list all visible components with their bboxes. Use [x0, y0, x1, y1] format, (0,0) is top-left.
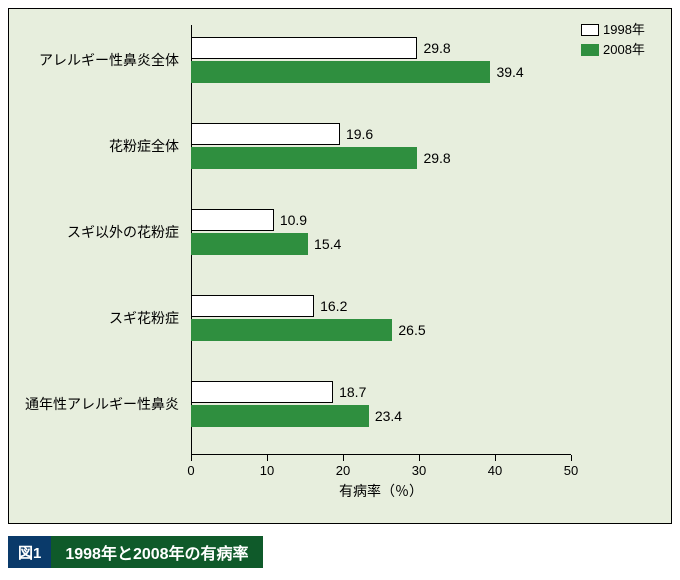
- x-axis: [191, 454, 571, 455]
- legend-swatch: [581, 44, 599, 56]
- category-label: スギ以外の花粉症: [67, 222, 179, 242]
- x-axis-title: 有病率（％）: [339, 481, 423, 501]
- value-label: 18.7: [339, 384, 366, 400]
- x-tick: [419, 455, 420, 461]
- bar: [191, 405, 369, 427]
- bar: [191, 123, 340, 145]
- category-label: 花粉症全体: [109, 136, 179, 156]
- legend-label: 1998年: [603, 21, 645, 39]
- value-label: 29.8: [423, 40, 450, 56]
- x-tick: [495, 455, 496, 461]
- x-tick-label: 50: [564, 463, 578, 478]
- plot-frame: 0 10 20 30 40 50 有病率（％） アレルギー性鼻炎全体 29.8 39.4 花粉症全体…: [8, 8, 672, 524]
- bar: [191, 37, 417, 59]
- x-tick: [571, 455, 572, 461]
- x-tick-label: 0: [187, 463, 194, 478]
- caption-tag-text: 図1: [18, 542, 41, 563]
- x-tick: [343, 455, 344, 461]
- bar: [191, 319, 392, 341]
- bar: [191, 381, 333, 403]
- value-label: 23.4: [375, 408, 402, 424]
- legend-item: 1998年: [581, 21, 645, 39]
- caption-title: 1998年と2008年の有病率: [51, 536, 262, 568]
- bar: [191, 295, 314, 317]
- caption-bar: 図1 1998年と2008年の有病率: [8, 536, 263, 568]
- caption-tag: 図1: [8, 536, 51, 568]
- category-label: スギ花粉症: [109, 308, 179, 328]
- x-tick: [267, 455, 268, 461]
- bar: [191, 147, 417, 169]
- category-label: 通年性アレルギー性鼻炎: [25, 394, 179, 414]
- value-label: 29.8: [423, 150, 450, 166]
- bar: [191, 209, 274, 231]
- x-tick: [191, 455, 192, 461]
- legend: 1998年 2008年: [581, 21, 645, 61]
- x-tick-label: 20: [336, 463, 350, 478]
- x-tick-label: 30: [412, 463, 426, 478]
- legend-label: 2008年: [603, 41, 645, 59]
- figure-root: 0 10 20 30 40 50 有病率（％） アレルギー性鼻炎全体 29.8 39.4 花粉症全体…: [0, 0, 680, 580]
- bar: [191, 61, 490, 83]
- legend-swatch: [581, 24, 599, 36]
- value-label: 15.4: [314, 236, 341, 252]
- value-label: 26.5: [398, 322, 425, 338]
- plot-area: 01020304050有病率（％）アレルギー性鼻炎全体29.839.4花粉症全体…: [191, 25, 571, 455]
- caption-title-text: 1998年と2008年の有病率: [65, 540, 248, 564]
- value-label: 19.6: [346, 126, 373, 142]
- value-label: 16.2: [320, 298, 347, 314]
- x-tick-label: 10: [260, 463, 274, 478]
- bar: [191, 233, 308, 255]
- x-tick-label: 40: [488, 463, 502, 478]
- category-label: アレルギー性鼻炎全体: [39, 50, 179, 70]
- value-label: 10.9: [280, 212, 307, 228]
- legend-item: 2008年: [581, 41, 645, 59]
- value-label: 39.4: [496, 64, 523, 80]
